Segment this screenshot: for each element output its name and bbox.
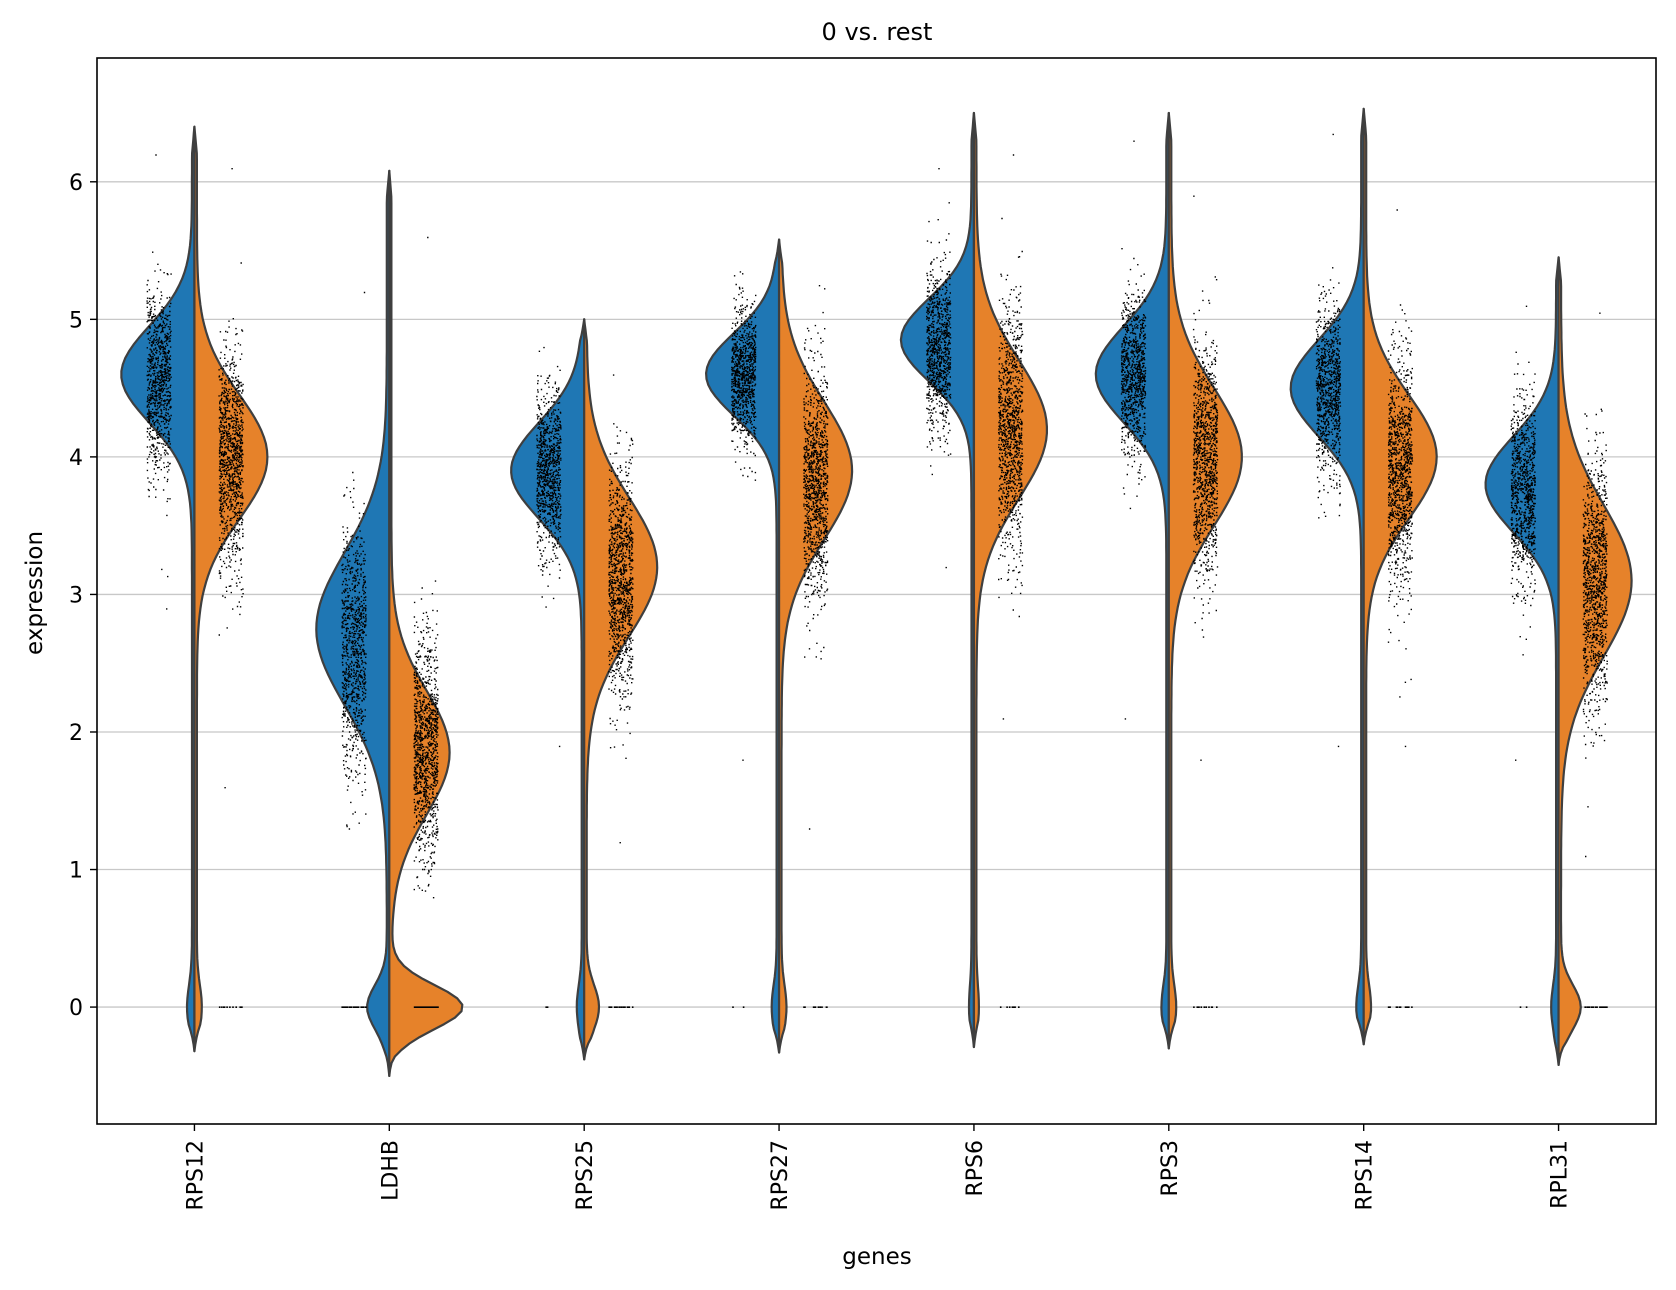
y-tick-label: 2 — [69, 721, 83, 746]
x-tick-label-rps3: RPS3 — [1158, 1140, 1183, 1197]
y-tick-label: 0 — [69, 996, 83, 1021]
violin-rps6 — [899, 111, 1048, 1049]
violin-rps27 — [705, 238, 854, 1054]
points-rps27 — [731, 271, 829, 1008]
x-tick-label-rps27: RPS27 — [768, 1140, 793, 1211]
y-axis-title: expression — [22, 531, 48, 655]
x-axis-title: genes — [842, 1244, 911, 1270]
points-rps25 — [536, 346, 634, 1008]
violin-rpl31 — [1484, 256, 1633, 1066]
violin-half-group-0 — [899, 111, 976, 1049]
x-tick-label-rpl31: RPL31 — [1548, 1140, 1573, 1209]
points-rpl31 — [1510, 305, 1608, 1009]
violin-half-group-0 — [120, 125, 196, 1053]
violin-half-group-rest — [583, 318, 659, 1061]
axis-layer: 0 1 2 3 4 5 6 RPS12 LDHB RPS25 RPS27 RPS6 RPS3 RPS14 R… — [69, 171, 1573, 1211]
y-tick-label: 4 — [69, 446, 83, 471]
y-tick-label: 3 — [69, 583, 83, 608]
violin-half-group-rest — [388, 169, 464, 1077]
points-group-rest — [803, 285, 829, 1008]
points-group-0 — [1510, 305, 1536, 1009]
points-group-rest — [1387, 209, 1414, 1009]
points-group-rest — [413, 236, 439, 1009]
points-group-rest — [1192, 195, 1219, 1008]
x-tick-label-ldhb: LDHB — [378, 1140, 403, 1201]
violin-half-group-0 — [1094, 111, 1170, 1050]
x-tick-label-rps25: RPS25 — [573, 1140, 598, 1211]
chart-title: 0 vs. rest — [822, 18, 933, 46]
violin-half-group-rest — [1362, 107, 1438, 1046]
x-tick-label-rps12: RPS12 — [183, 1140, 208, 1211]
violin-half-group-0 — [1289, 107, 1365, 1046]
points-group-0 — [926, 168, 952, 569]
violin-rps3 — [1094, 111, 1243, 1050]
violin-rps14 — [1289, 107, 1438, 1046]
violin-half-group-rest — [972, 111, 1048, 1049]
violin-rps12 — [120, 125, 269, 1053]
y-tick-label: 1 — [69, 859, 83, 884]
points-rps6 — [926, 154, 1024, 1009]
points-group-0 — [341, 291, 367, 1008]
points-group-rest — [218, 168, 244, 1008]
violin-half-group-0 — [1484, 256, 1560, 1066]
y-tick-label: 5 — [69, 308, 83, 333]
points-layer — [146, 133, 1608, 1009]
points-rps14 — [1315, 133, 1414, 1009]
violin-half-group-rest — [777, 238, 854, 1054]
violin-half-group-0 — [705, 238, 781, 1054]
points-group-rest — [1582, 312, 1608, 1008]
points-rps3 — [1120, 140, 1219, 1008]
x-tick-label-rps6: RPS6 — [963, 1140, 988, 1197]
points-group-0 — [1315, 133, 1342, 748]
points-ldhb — [341, 236, 439, 1009]
violin-rps25 — [510, 318, 659, 1061]
plot-frame — [96, 57, 1657, 1125]
violin-half-group-rest — [1167, 111, 1243, 1050]
points-group-rest — [608, 374, 634, 1008]
points-group-0 — [536, 346, 562, 1008]
points-group-rest — [998, 154, 1024, 1009]
violin-ldhb — [315, 169, 464, 1077]
violin-half-group-rest — [193, 125, 269, 1053]
y-tick-label: 6 — [69, 171, 83, 196]
x-tick-label-rps14: RPS14 — [1353, 1140, 1378, 1211]
violin-half-group-0 — [510, 318, 586, 1061]
